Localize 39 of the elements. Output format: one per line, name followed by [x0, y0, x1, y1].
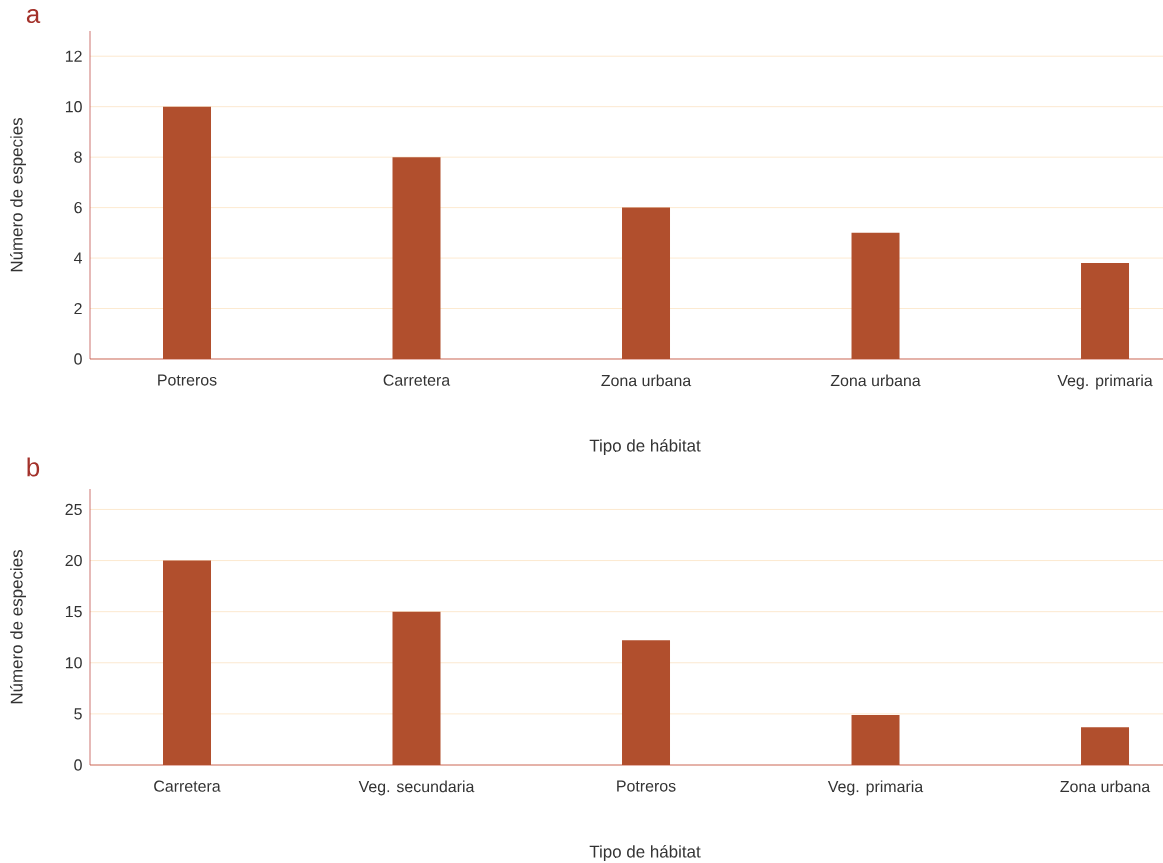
bar — [622, 207, 671, 359]
x-tick-label: Potreros — [617, 780, 676, 792]
y-axis-title: Número de especies — [10, 549, 26, 704]
y-tick-label: 2 — [74, 302, 82, 315]
y-tick-label: 5 — [74, 708, 82, 720]
y-tick-label: 10 — [65, 101, 82, 113]
x-tick-label: Veg. primaria — [827, 780, 924, 796]
x-tick-label: Carretera — [383, 374, 451, 386]
bar — [392, 157, 441, 359]
y-tick-label: 0 — [74, 353, 82, 365]
x-axis-title: Tipo de hábitat — [589, 845, 701, 861]
x-tick-label: Veg. primaria — [1057, 374, 1153, 390]
y-tick-label: 4 — [73, 252, 83, 264]
bar — [163, 560, 211, 765]
chart-title: a — [26, 8, 41, 24]
y-tick-label: 8 — [74, 151, 82, 163]
bar — [851, 232, 900, 359]
bar — [1081, 263, 1130, 359]
y-tick-label: 20 — [65, 554, 82, 567]
x-axis-title: Tipo de hábitat — [589, 439, 701, 455]
y-tick-label: 12 — [65, 50, 82, 62]
x-tick-label: Carretera — [154, 780, 221, 792]
bar — [392, 611, 441, 765]
x-tick-label: Potreros — [158, 374, 217, 386]
bar — [163, 106, 211, 359]
y-tick-label: 15 — [65, 606, 82, 618]
y-tick-label: 0 — [74, 759, 82, 771]
bar — [1081, 727, 1130, 765]
y-axis-title: Número de especies — [10, 117, 26, 272]
x-tick-label: Zona urbana — [601, 374, 692, 387]
y-tick-label: 6 — [74, 201, 82, 214]
x-tick-label: Zona urbana — [830, 374, 921, 387]
x-tick-label: Veg. secundaria — [358, 780, 475, 796]
y-tick-label: 10 — [65, 657, 82, 669]
y-tick-label: 25 — [65, 503, 82, 516]
chart-title: b — [27, 457, 40, 477]
bar — [851, 714, 900, 765]
x-tick-label: Zona urbana — [1060, 780, 1151, 793]
bar — [622, 640, 671, 765]
